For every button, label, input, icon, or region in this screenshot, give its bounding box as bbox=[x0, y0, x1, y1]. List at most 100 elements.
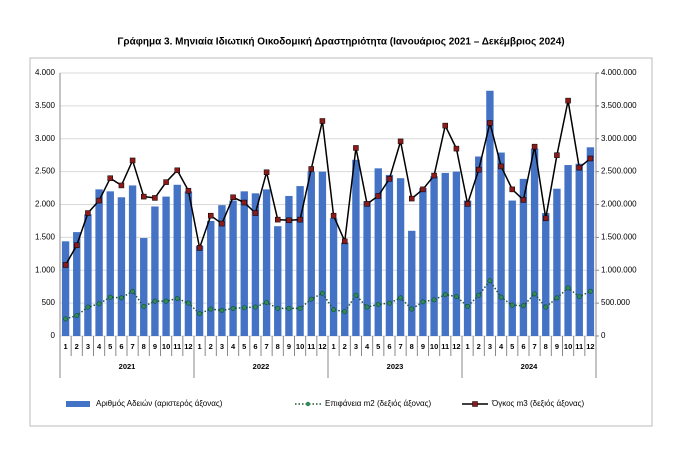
legend-label: Επιφάνεια m2 (δεξιός άξονας) bbox=[325, 399, 431, 408]
year-label: 2021 bbox=[119, 362, 136, 371]
chart-border bbox=[29, 57, 653, 427]
marker bbox=[252, 210, 259, 216]
legend-marker bbox=[472, 401, 478, 407]
bar bbox=[61, 241, 70, 336]
marker bbox=[208, 306, 214, 312]
marker bbox=[442, 292, 448, 298]
marker bbox=[163, 179, 169, 185]
marker bbox=[241, 199, 247, 206]
marker bbox=[375, 193, 381, 199]
marker bbox=[141, 193, 147, 200]
x-tick-label: 3 bbox=[86, 342, 90, 351]
x-tick-label: 2 bbox=[209, 342, 213, 351]
y2-tick-label: 2.000.000 bbox=[601, 200, 637, 209]
marker bbox=[543, 215, 549, 222]
marker bbox=[196, 245, 203, 251]
marker bbox=[185, 300, 191, 306]
x-tick-label: 12 bbox=[184, 342, 192, 351]
bar bbox=[173, 184, 181, 336]
bar bbox=[84, 214, 92, 336]
bar bbox=[430, 176, 438, 336]
bar bbox=[352, 159, 360, 336]
x-tick-label: 11 bbox=[173, 342, 181, 351]
x-tick-label: 3 bbox=[488, 342, 492, 351]
marker bbox=[107, 294, 113, 300]
x-tick-label: 12 bbox=[452, 342, 460, 351]
marker bbox=[152, 298, 158, 304]
x-tick-label: 9 bbox=[421, 342, 425, 351]
y2-tick-label: 1.500.000 bbox=[601, 232, 637, 241]
marker bbox=[252, 304, 258, 310]
marker bbox=[286, 305, 292, 311]
marker bbox=[342, 238, 348, 245]
bar bbox=[530, 148, 539, 336]
bar bbox=[296, 186, 304, 336]
bar bbox=[318, 171, 327, 336]
x-tick-label: 6 bbox=[521, 342, 525, 351]
marker bbox=[118, 295, 124, 301]
y2-tick-label: 0 bbox=[601, 331, 606, 340]
marker bbox=[152, 195, 158, 201]
x-tick-label: 11 bbox=[575, 342, 583, 351]
y-tick-label: 500 bbox=[42, 298, 56, 307]
legend-marker bbox=[305, 401, 311, 407]
marker bbox=[509, 302, 515, 308]
marker bbox=[241, 305, 247, 311]
marker bbox=[96, 197, 102, 204]
bar bbox=[195, 245, 204, 336]
marker bbox=[62, 262, 69, 268]
marker bbox=[565, 285, 571, 291]
x-tick-label: 6 bbox=[253, 342, 257, 351]
marker bbox=[565, 97, 571, 104]
x-tick-label: 8 bbox=[410, 342, 414, 351]
bar bbox=[463, 200, 472, 336]
x-tick-label: 3 bbox=[220, 342, 224, 351]
marker bbox=[353, 145, 359, 151]
bar bbox=[95, 189, 103, 336]
bar bbox=[408, 230, 416, 336]
x-tick-label: 5 bbox=[510, 342, 514, 351]
x-tick-label: 8 bbox=[544, 342, 548, 351]
marker bbox=[364, 201, 370, 207]
x-tick-label: 5 bbox=[242, 342, 246, 351]
y-tick-label: 2.500 bbox=[35, 167, 56, 176]
y2-tick-label: 3.000.000 bbox=[601, 134, 637, 143]
x-tick-label: 2 bbox=[343, 342, 347, 351]
bar bbox=[363, 201, 371, 336]
marker bbox=[476, 292, 482, 298]
marker bbox=[74, 313, 80, 319]
legend-label: Αριθμός Αδειών (αριστερός άξονας) bbox=[96, 399, 223, 408]
marker bbox=[230, 194, 236, 201]
bar bbox=[374, 168, 382, 336]
bar bbox=[575, 163, 583, 336]
marker bbox=[308, 166, 314, 172]
year-label: 2024 bbox=[521, 362, 539, 371]
marker bbox=[74, 242, 80, 249]
x-tick-label: 11 bbox=[307, 342, 315, 351]
bar bbox=[229, 200, 237, 336]
marker bbox=[308, 296, 314, 302]
bar bbox=[508, 200, 516, 336]
marker bbox=[520, 303, 526, 309]
x-tick-label: 6 bbox=[387, 342, 391, 351]
marker bbox=[85, 304, 91, 310]
x-tick-label: 6 bbox=[119, 342, 123, 351]
x-tick-label: 4 bbox=[365, 342, 370, 351]
bar bbox=[117, 197, 126, 336]
y-tick-label: 1.500 bbox=[35, 232, 56, 241]
legend-swatch bbox=[66, 401, 90, 407]
x-tick-label: 2 bbox=[477, 342, 481, 351]
x-tick-label: 10 bbox=[162, 342, 170, 351]
x-tick-label: 10 bbox=[296, 342, 304, 351]
bar bbox=[341, 242, 349, 336]
marker bbox=[397, 138, 404, 145]
marker bbox=[409, 195, 415, 202]
x-tick-label: 7 bbox=[532, 342, 536, 351]
y2-tick-label: 4.000.000 bbox=[601, 68, 637, 77]
marker bbox=[431, 172, 437, 179]
year-label: 2023 bbox=[387, 362, 404, 371]
marker bbox=[163, 298, 169, 304]
y-tick-label: 1.000 bbox=[35, 265, 56, 274]
x-tick-label: 1 bbox=[465, 342, 469, 351]
x-tick-label: 1 bbox=[63, 342, 67, 351]
